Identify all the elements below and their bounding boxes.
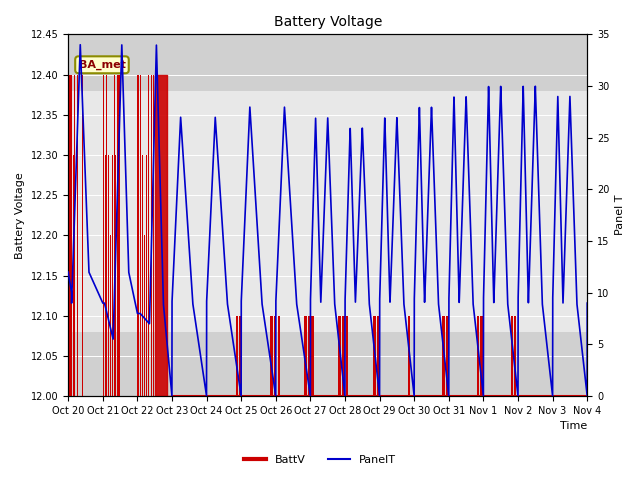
Text: BA_met: BA_met xyxy=(79,60,125,70)
Bar xyxy=(146,155,147,396)
Bar xyxy=(304,316,307,396)
Bar xyxy=(239,316,242,396)
Bar xyxy=(270,316,273,396)
Bar xyxy=(103,74,104,396)
Bar xyxy=(73,155,74,396)
Bar xyxy=(346,316,348,396)
Bar xyxy=(446,316,449,396)
Bar xyxy=(274,316,276,396)
Bar xyxy=(82,74,83,396)
Bar xyxy=(373,316,376,396)
Bar xyxy=(477,316,479,396)
Bar xyxy=(74,74,76,396)
Bar xyxy=(514,316,516,396)
Bar xyxy=(408,316,410,396)
Bar xyxy=(114,74,115,396)
Bar xyxy=(70,74,71,396)
Bar xyxy=(308,316,310,396)
Bar xyxy=(105,155,106,396)
Bar xyxy=(68,91,588,332)
Bar xyxy=(339,316,341,396)
Bar xyxy=(111,155,113,396)
Title: Battery Voltage: Battery Voltage xyxy=(273,15,382,29)
Bar xyxy=(119,74,120,396)
Bar xyxy=(150,74,152,396)
Bar xyxy=(77,74,78,396)
Bar xyxy=(511,316,513,396)
Bar xyxy=(108,155,109,396)
Bar xyxy=(106,74,108,396)
Bar xyxy=(141,155,143,396)
Bar xyxy=(148,74,150,396)
Y-axis label: Battery Voltage: Battery Voltage xyxy=(15,172,25,259)
Bar xyxy=(143,235,145,396)
Bar xyxy=(115,155,116,396)
Bar xyxy=(442,316,445,396)
X-axis label: Time: Time xyxy=(560,421,588,432)
Bar xyxy=(236,316,239,396)
Legend: BattV, PanelT: BattV, PanelT xyxy=(239,451,401,469)
Bar xyxy=(68,74,70,396)
Bar xyxy=(110,235,111,396)
Y-axis label: Panel T: Panel T xyxy=(615,195,625,236)
Bar xyxy=(138,74,139,396)
Bar xyxy=(140,74,141,396)
Bar xyxy=(377,316,380,396)
Bar xyxy=(481,316,483,396)
Bar xyxy=(153,74,154,396)
Bar xyxy=(342,316,345,396)
Bar xyxy=(311,316,314,396)
Bar xyxy=(278,316,280,396)
